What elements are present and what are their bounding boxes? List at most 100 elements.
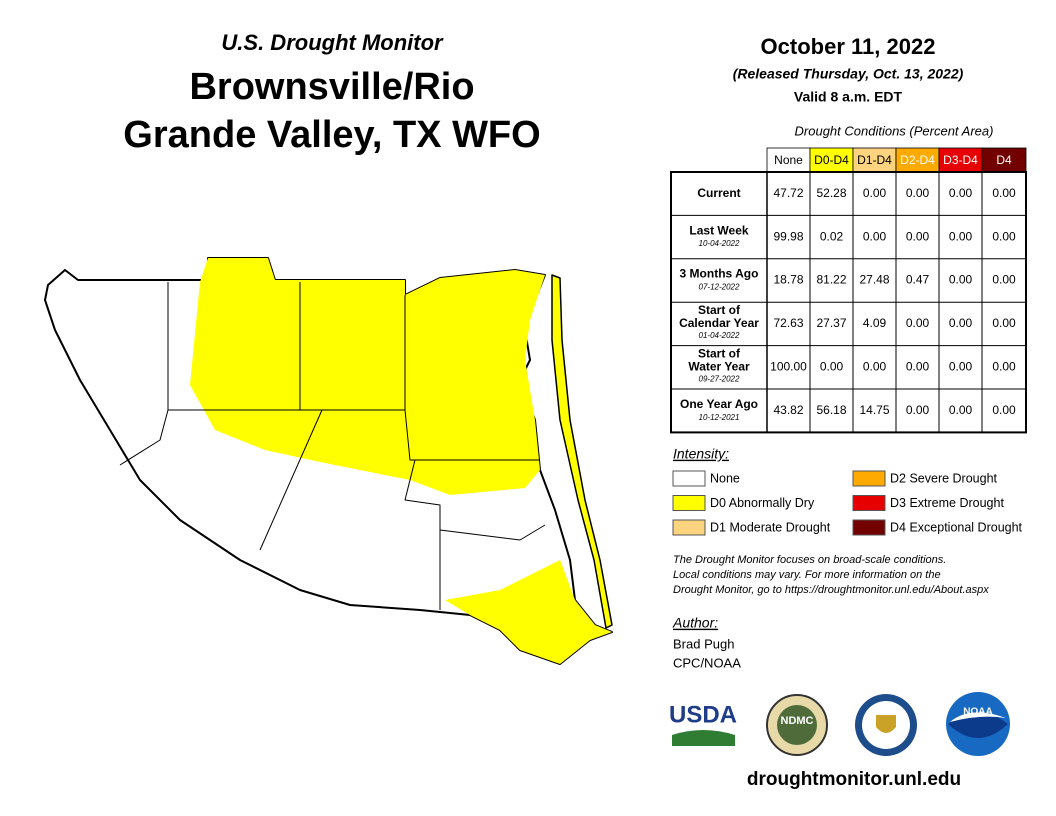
legend-label: None [710,471,740,485]
column-header-text: None [774,153,803,167]
legend-swatch [672,495,706,511]
content: U.S. Drought Monitor Brownsville/Rio Grand… [123,30,1027,790]
cell-value: 0.00 [863,229,887,243]
cell-value: 0.02 [820,229,844,243]
cell-value: 52.28 [816,186,846,200]
legend-label: D4 Exceptional Drought [890,520,1023,534]
note: Drought Monitor, go to https://droughtmo… [673,584,989,596]
cell-value: 0.47 [906,273,930,287]
row-label: Last Week [689,223,748,237]
cell-value: 0.00 [949,403,973,417]
note: Local conditions may vary. For more info… [673,569,941,581]
row-date: 07-12-2022 [699,283,740,292]
date: October 11, 2022 [761,34,936,59]
column-header [895,147,940,173]
column-header-text: D3-D4 [943,153,978,167]
row-label: Start of [698,346,741,360]
column-header [766,147,811,173]
title: Brownsville/Rio [189,66,474,108]
cell-value: 0.00 [820,359,844,373]
table-caption: Drought Conditions (Percent Area) [795,123,994,138]
legend-swatch [852,495,886,511]
legend-swatch [852,519,886,536]
county-line [167,282,406,411]
map [44,257,613,665]
cell-value: 43.82 [773,403,803,417]
row-label: Current [697,186,740,200]
logo-usda: USDA [669,701,737,728]
cell-value: 0.00 [906,316,930,330]
cell-value: 0.00 [992,316,1016,330]
cell-value: 0.00 [992,359,1016,373]
legend-label: D3 Extreme Drought [890,496,1004,510]
cell-value: 72.63 [773,316,803,330]
title: Grande Valley, TX WFO [123,114,540,156]
county-line [439,524,546,541]
cell-value: 0.00 [906,403,930,417]
author: CPC/NOAA [673,655,741,670]
note: The Drought Monitor focuses on broad-sca… [673,554,946,566]
d0-area-south [445,560,612,664]
row-label: Calendar Year [679,316,759,330]
cell-value: 0.00 [949,359,973,373]
legend-swatch [852,470,886,487]
county-lines [119,282,546,610]
cell-value: 0.00 [949,229,973,243]
cell-value: 56.18 [816,403,846,417]
cell-value: 4.09 [863,316,887,330]
county-line [404,459,441,610]
column-header-text: D1-D4 [857,153,892,167]
column-header [938,147,983,173]
cell-value: 0.00 [992,273,1016,287]
cell-value: 99.98 [773,229,803,243]
legend-label: D0 Abnormally Dry [710,496,815,510]
column-header [809,147,854,173]
logo-ndmc: NDMC [781,715,814,727]
released: (Released Thursday, Oct. 13, 2022) [733,66,964,82]
row-date: 10-12-2021 [699,413,740,422]
author-title: Author: [672,615,718,631]
cell-value: 0.00 [949,273,973,287]
cell-value: 0.00 [863,359,887,373]
cell-value: 27.37 [816,316,846,330]
county-line [404,409,540,461]
county-line [259,409,323,551]
legend-label: D2 Severe Drought [890,471,998,485]
cell-value: 0.00 [906,359,930,373]
county-line [119,409,169,466]
row-date: 09-27-2022 [699,374,740,383]
legend-swatch [672,519,706,536]
cell-value: 0.00 [949,316,973,330]
row-label: One Year Ago [680,397,758,411]
cell-value: 18.78 [773,273,803,287]
cell-value: 0.00 [992,229,1016,243]
cell-value: 0.00 [992,186,1016,200]
cell-value: 0.00 [992,403,1016,417]
column-header-text: D4 [996,153,1012,167]
column-header [981,147,1027,173]
cell-value: 14.75 [859,403,889,417]
row-label: 3 Months Ago [680,267,759,281]
logo-noaa-wing [950,712,1006,722]
column-header-text: D0-D4 [814,153,849,167]
logo-usda-swoosh [672,730,735,746]
barrier-island [551,274,613,629]
cell-value: 100.00 [770,359,807,373]
row-label: Water Year [688,359,750,373]
author: Brad Pugh [673,636,734,651]
legend-label: D1 Moderate Drought [710,520,831,534]
logo-doc-shield [876,715,896,733]
cell-value: 81.22 [816,273,846,287]
d0-area-north [190,258,545,495]
column-header-text: D2-D4 [900,153,935,167]
row-label: Start of [698,303,741,317]
cell-value: 0.00 [863,186,887,200]
cell-value: 27.48 [859,273,889,287]
valid: Valid 8 a.m. EDT [794,89,903,105]
legend-swatch [672,470,706,487]
cell-value: 0.00 [906,186,930,200]
cell-value: 0.00 [906,229,930,243]
logo-ndmc-center [777,705,817,745]
row-date: 10-04-2022 [699,239,740,248]
